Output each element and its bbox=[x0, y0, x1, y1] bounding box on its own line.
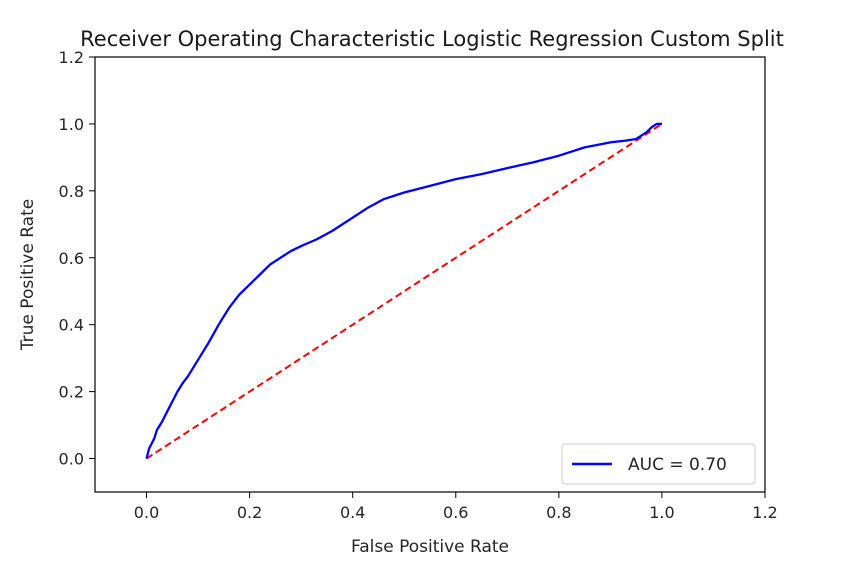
x-tick-label: 1.2 bbox=[752, 503, 777, 522]
x-axis-ticks: 0.0 0.2 0.4 0.6 0.8 1.0 1.2 bbox=[134, 492, 778, 522]
y-tick-label: 0.8 bbox=[59, 182, 84, 201]
x-axis-title: False Positive Rate bbox=[351, 537, 509, 557]
roc-curve-line bbox=[145, 122, 662, 459]
x-tick-label: 0.4 bbox=[340, 503, 365, 522]
legend: AUC = 0.70 bbox=[561, 443, 756, 485]
x-tick-label: 0.0 bbox=[134, 503, 159, 522]
y-tick-label: 0.4 bbox=[59, 316, 84, 335]
legend-box bbox=[561, 443, 756, 485]
y-axis-ticks: 0.0 0.2 0.4 0.6 0.8 1.0 1.2 bbox=[59, 48, 95, 469]
y-tick-label: 0.6 bbox=[59, 249, 84, 268]
y-tick-label: 0.2 bbox=[59, 383, 84, 402]
series-layer bbox=[145, 122, 663, 460]
legend-label-auc: AUC = 0.70 bbox=[628, 455, 727, 475]
chance-diagonal-line bbox=[145, 123, 663, 460]
x-tick-label: 0.6 bbox=[443, 503, 468, 522]
y-tick-label: 1.0 bbox=[59, 115, 84, 134]
x-tick-label: 1.0 bbox=[649, 503, 674, 522]
x-tick-label: 0.8 bbox=[546, 503, 571, 522]
y-tick-label: 0.0 bbox=[59, 450, 84, 469]
plot-frame bbox=[94, 56, 766, 493]
y-axis-title: True Positive Rate bbox=[18, 199, 38, 351]
chart-title: Receiver Operating Characteristic Logist… bbox=[80, 27, 784, 51]
y-tick-label: 1.2 bbox=[59, 48, 84, 67]
x-tick-label: 0.2 bbox=[237, 503, 262, 522]
